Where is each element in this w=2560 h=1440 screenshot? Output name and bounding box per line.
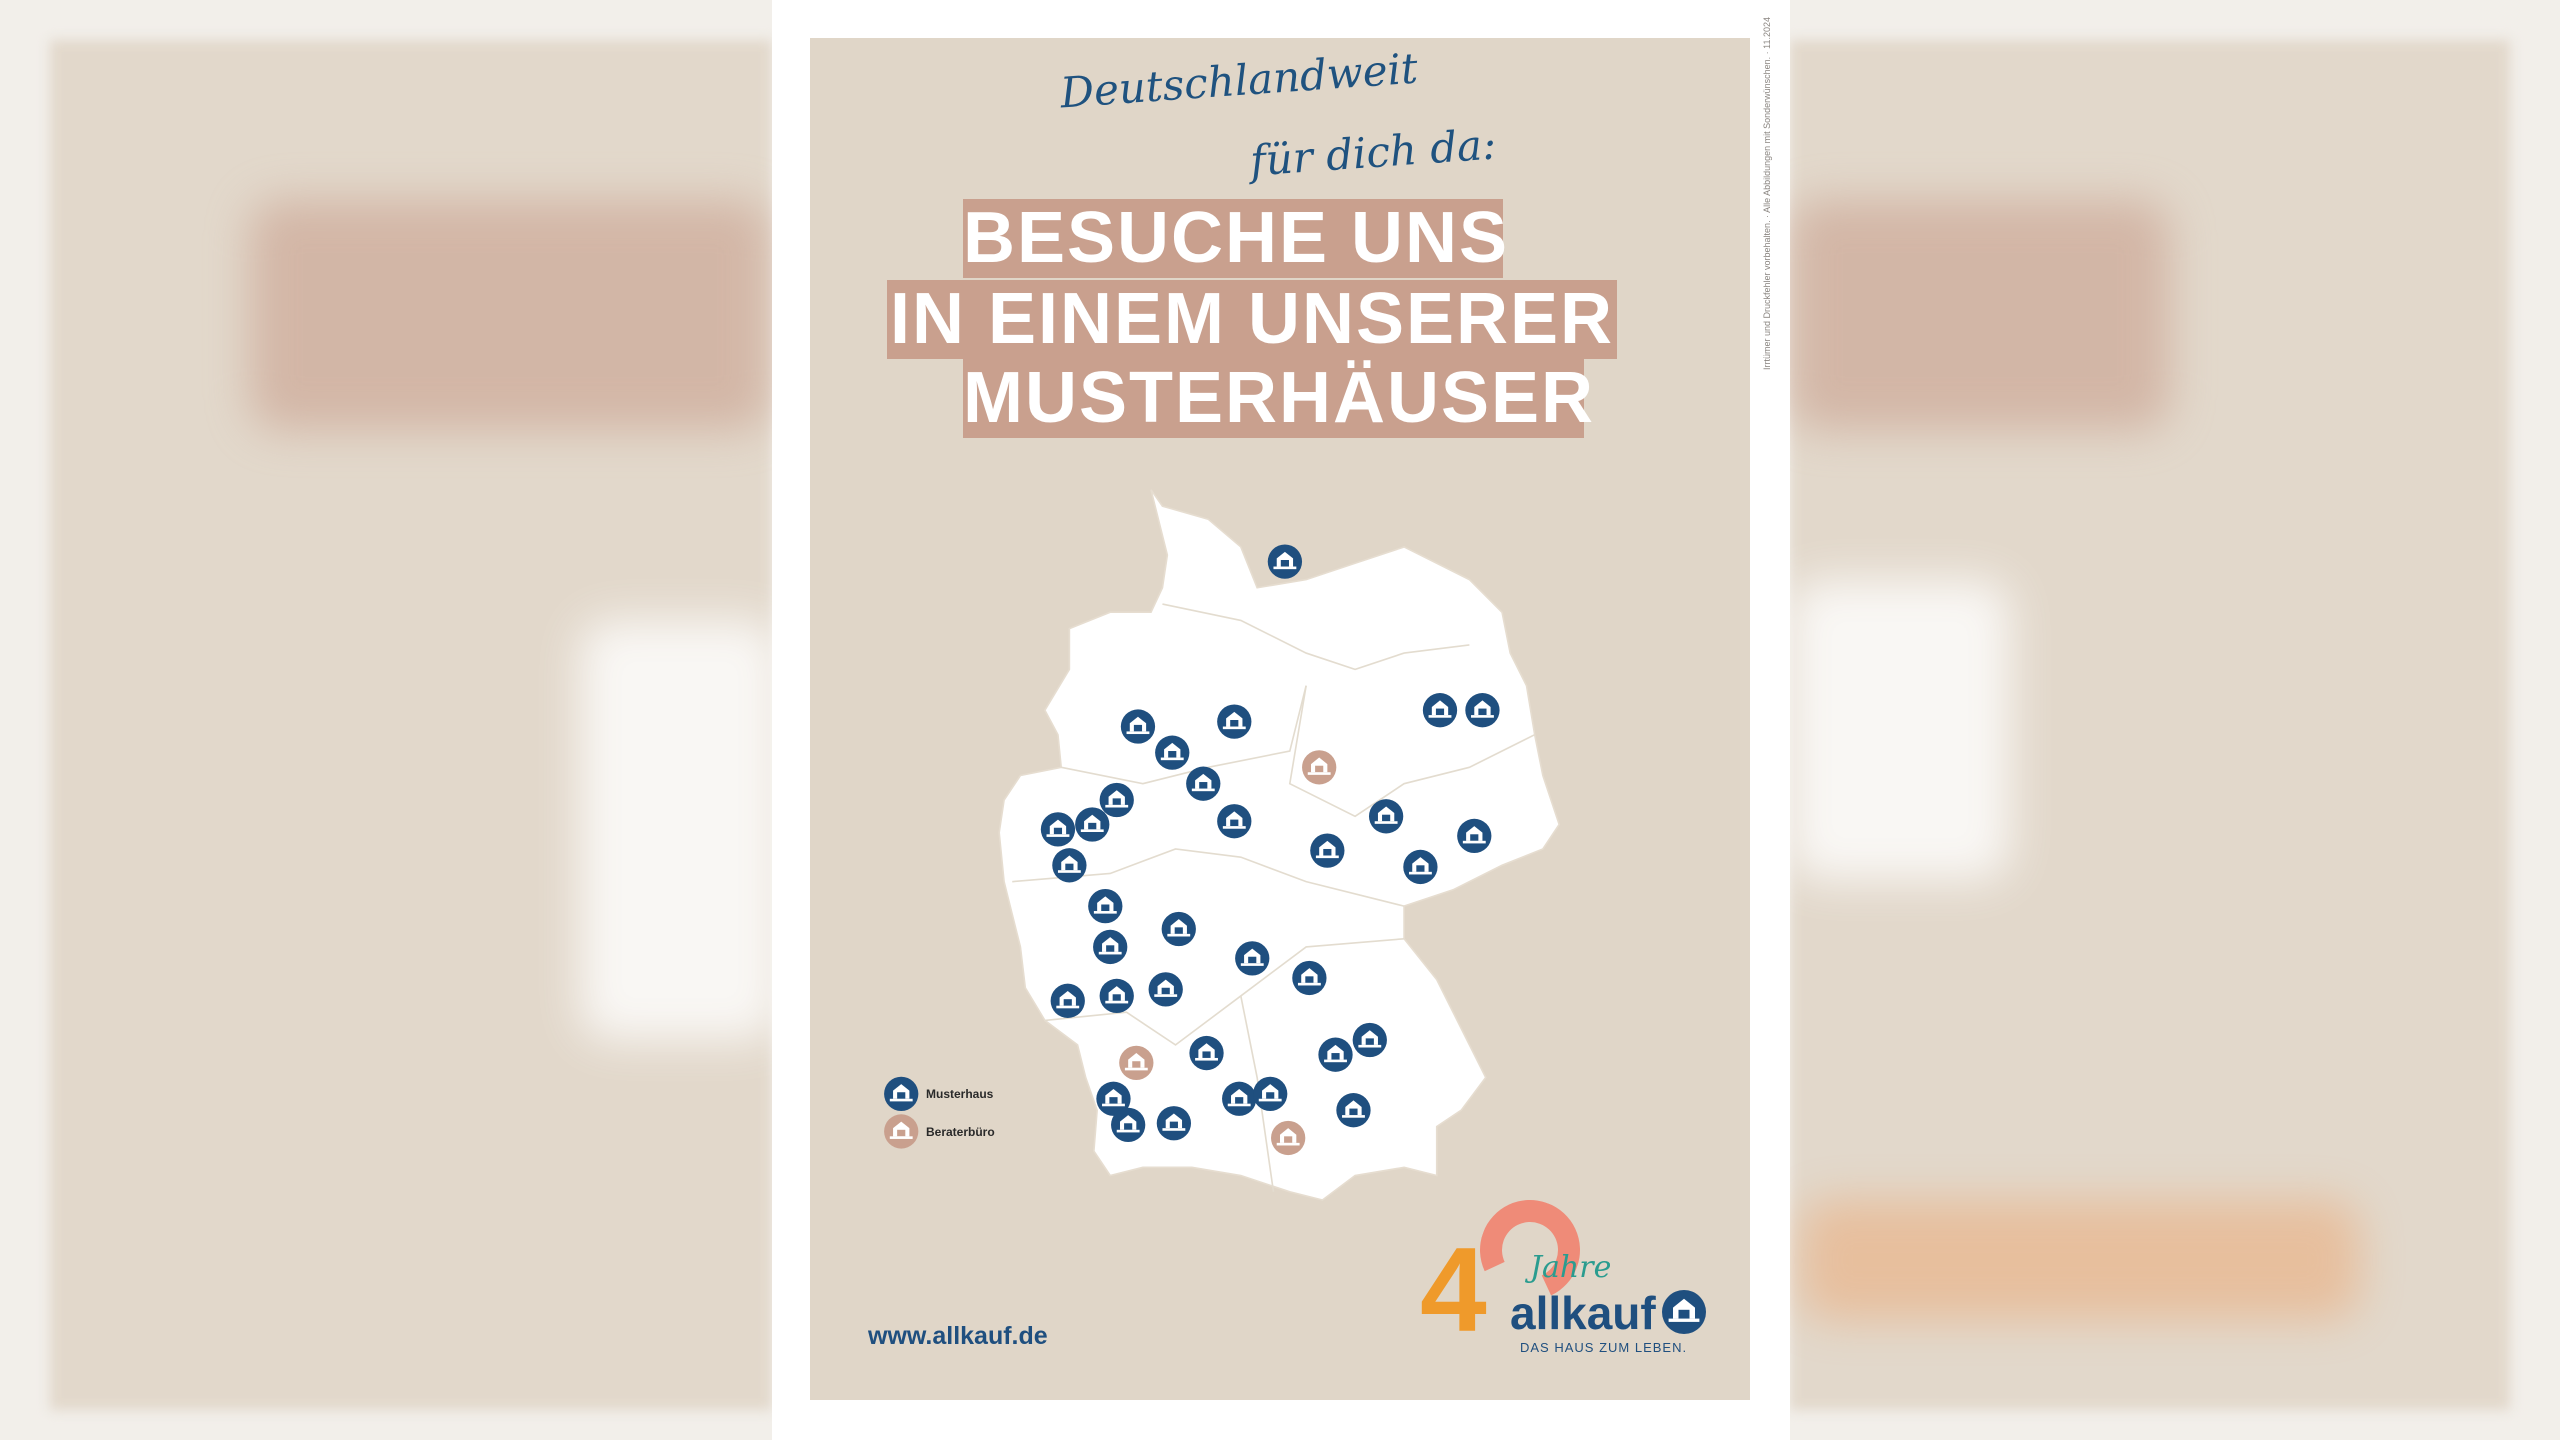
musterhaus-marker[interactable]: [1217, 704, 1252, 739]
musterhaus-marker[interactable]: [1099, 782, 1134, 818]
musterhaus-marker[interactable]: [1465, 693, 1500, 728]
blurred-headline-left: [250, 200, 770, 430]
allkauf-40-jahre-logo: 4 Jahre allkauf DAS HAUS ZUM LEBEN.: [1410, 1185, 1710, 1360]
musterhaus-marker[interactable]: [1267, 544, 1303, 579]
blurred-headline-right: [1790, 200, 2170, 430]
legend-beraterbuero-label: Beraterbüro: [926, 1125, 995, 1139]
legend-musterhaus-label: Musterhaus: [926, 1087, 994, 1101]
logo-slogan: DAS HAUS ZUM LEBEN.: [1520, 1340, 1688, 1355]
musterhaus-marker[interactable]: [1155, 735, 1190, 770]
musterhaus-marker[interactable]: [1096, 1081, 1131, 1116]
musterhaus-marker[interactable]: [1222, 1081, 1257, 1116]
beraterbuero-marker[interactable]: [1119, 1045, 1154, 1080]
musterhaus-marker[interactable]: [1099, 978, 1134, 1014]
musterhaus-marker[interactable]: [1040, 812, 1076, 847]
headline-line1: BESUCHE UNS: [963, 198, 1510, 278]
musterhaus-marker[interactable]: [1052, 848, 1087, 883]
musterhaus-marker[interactable]: [1368, 799, 1404, 834]
headline-line3: MUSTERHÄUSER: [963, 358, 1596, 438]
musterhaus-marker[interactable]: [1352, 1022, 1387, 1058]
musterhaus-marker[interactable]: [1310, 833, 1345, 868]
musterhaus-marker[interactable]: [1457, 818, 1492, 854]
musterhaus-marker[interactable]: [1217, 804, 1252, 839]
musterhaus-marker[interactable]: [1093, 929, 1128, 965]
house-marker-icon[interactable]: [884, 1076, 919, 1112]
blurred-map-right: [1790, 580, 2010, 880]
legend-beraterbuero-icon: [884, 1114, 919, 1149]
musterhaus-marker[interactable]: [1050, 983, 1085, 1018]
blurred-logo-right: [1800, 1200, 2360, 1320]
musterhaus-marker[interactable]: [1075, 807, 1110, 842]
house-logo-icon: [1662, 1290, 1706, 1334]
house-marker-icon[interactable]: [884, 1114, 919, 1149]
legend-icons: [884, 1076, 919, 1149]
musterhaus-marker[interactable]: [1088, 888, 1123, 924]
musterhaus-marker[interactable]: [1422, 693, 1458, 728]
musterhaus-marker[interactable]: [1403, 849, 1438, 885]
musterhaus-marker[interactable]: [1120, 709, 1156, 744]
musterhaus-marker[interactable]: [1111, 1107, 1146, 1143]
website-link[interactable]: www.allkauf.de: [868, 1322, 1048, 1350]
headline-line2: IN EINEM UNSERER: [887, 280, 1617, 359]
musterhaus-marker[interactable]: [1235, 941, 1270, 976]
beraterbuero-marker[interactable]: [1302, 750, 1337, 785]
logo-brand: allkauf: [1510, 1287, 1656, 1339]
logo-number: 4: [1420, 1223, 1487, 1357]
musterhaus-marker[interactable]: [1161, 911, 1196, 947]
legend-musterhaus-icon: [884, 1076, 919, 1112]
musterhaus-marker[interactable]: [1318, 1037, 1353, 1072]
musterhaus-marker[interactable]: [1292, 960, 1327, 996]
musterhaus-marker[interactable]: [1189, 1035, 1224, 1071]
musterhaus-marker[interactable]: [1186, 766, 1221, 801]
logo-jahre: Jahre: [1530, 1250, 1612, 1285]
germany-outline: [998, 489, 1561, 1201]
blurred-map-left: [580, 620, 780, 1040]
musterhaus-marker[interactable]: [1156, 1106, 1192, 1141]
musterhaus-marker[interactable]: [1148, 972, 1183, 1007]
musterhaus-marker[interactable]: [1336, 1093, 1371, 1128]
beraterbuero-marker[interactable]: [1271, 1120, 1306, 1156]
musterhaus-marker[interactable]: [1253, 1076, 1288, 1112]
